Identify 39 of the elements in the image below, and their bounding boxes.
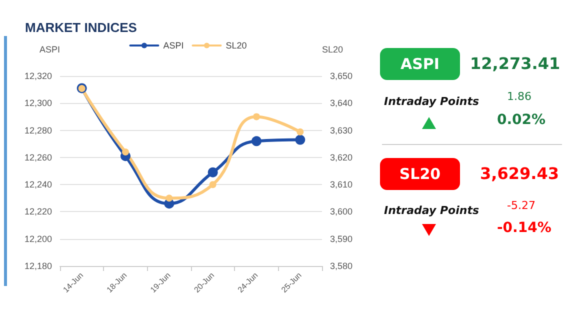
y2-axis-title: SL20 — [322, 44, 344, 54]
y-tick-label: 12,240 — [24, 180, 52, 190]
legend-label: ASPI — [163, 40, 184, 50]
point — [295, 134, 306, 145]
y2-tick-label: 3,620 — [330, 152, 353, 162]
point — [122, 148, 129, 156]
text: -0.14% — [497, 220, 552, 236]
y2-tick-label: 3,600 — [330, 206, 353, 217]
y2-tick-label: 3,590 — [330, 234, 353, 244]
text: -5.27 — [507, 199, 536, 212]
y-tick-label: 12,300 — [24, 98, 52, 108]
text: Intraday Points — [384, 204, 480, 217]
y-tick-label: 12,280 — [24, 125, 52, 136]
point — [166, 194, 173, 202]
point — [208, 167, 218, 178]
text: ASPI — [380, 48, 460, 80]
y2-tick-label: 3,640 — [330, 98, 353, 108]
text: 1.86 — [507, 90, 532, 103]
text: 3,629.43 — [480, 164, 559, 183]
y2-tick-label: 3,630 — [330, 125, 353, 136]
chart-title: MARKET INDICES — [25, 20, 138, 35]
text: Intraday Points — [384, 95, 480, 108]
point — [252, 136, 262, 146]
y2-tick-label: 3,650 — [330, 71, 353, 81]
y-tick-label: 12,180 — [24, 261, 52, 271]
point — [296, 128, 304, 136]
y-axis-title: ASPI — [39, 44, 60, 54]
legend-label: SL20 — [226, 40, 247, 50]
text: 12,273.41 — [470, 54, 560, 73]
text: 0.02% — [497, 112, 546, 128]
y-tick-label: 12,260 — [24, 152, 52, 162]
y-tick-label: 12,220 — [24, 206, 52, 217]
y2-tick-label: 3,610 — [330, 180, 353, 190]
y-tick-label: 12,320 — [24, 71, 52, 81]
y2-tick-label: 3,580 — [330, 261, 353, 271]
point — [209, 181, 216, 188]
point — [253, 113, 260, 120]
y-tick-label: 12,200 — [24, 234, 52, 244]
text: SL20 — [380, 158, 460, 190]
